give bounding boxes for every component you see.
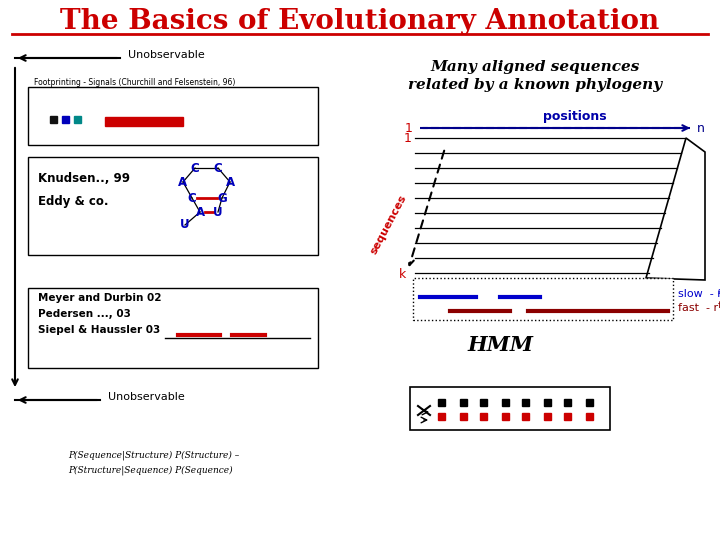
Bar bbox=[544, 413, 551, 420]
Text: U: U bbox=[213, 206, 222, 219]
Text: slow  - r: slow - r bbox=[678, 289, 720, 299]
FancyBboxPatch shape bbox=[28, 157, 318, 255]
Text: P(Structure|Sequence) P(Sequence): P(Structure|Sequence) P(Sequence) bbox=[68, 465, 233, 475]
Bar bbox=[105, 117, 183, 126]
Text: 1: 1 bbox=[404, 132, 412, 145]
FancyBboxPatch shape bbox=[413, 278, 673, 320]
Text: C: C bbox=[191, 161, 199, 174]
Text: related by a known phylogeny: related by a known phylogeny bbox=[408, 78, 662, 92]
Bar bbox=[460, 399, 467, 406]
Text: G: G bbox=[217, 192, 227, 205]
FancyBboxPatch shape bbox=[410, 387, 610, 430]
Bar bbox=[480, 399, 487, 406]
Text: Footprinting - Signals (Churchill and Felsenstein, 96): Footprinting - Signals (Churchill and Fe… bbox=[34, 78, 235, 87]
Bar bbox=[438, 413, 445, 420]
Text: n: n bbox=[697, 123, 705, 136]
Text: k: k bbox=[399, 268, 406, 281]
Text: U: U bbox=[180, 219, 190, 232]
Text: fast  - r: fast - r bbox=[678, 303, 718, 313]
Text: Knudsen.., 99: Knudsen.., 99 bbox=[38, 172, 130, 185]
Text: A: A bbox=[225, 176, 235, 188]
Text: 1: 1 bbox=[405, 123, 413, 136]
FancyBboxPatch shape bbox=[28, 87, 318, 145]
Bar bbox=[564, 413, 571, 420]
Text: Siepel & Haussler 03: Siepel & Haussler 03 bbox=[38, 325, 161, 335]
Text: Unobservable: Unobservable bbox=[128, 50, 204, 60]
Bar bbox=[438, 399, 445, 406]
Bar bbox=[586, 413, 593, 420]
Bar bbox=[50, 116, 57, 123]
Bar bbox=[502, 399, 509, 406]
Text: A: A bbox=[179, 176, 188, 188]
Bar bbox=[544, 399, 551, 406]
Bar bbox=[522, 413, 529, 420]
FancyBboxPatch shape bbox=[28, 288, 318, 368]
Text: C: C bbox=[214, 161, 222, 174]
Bar bbox=[74, 116, 81, 123]
Bar bbox=[522, 399, 529, 406]
Bar bbox=[480, 413, 487, 420]
Bar bbox=[460, 413, 467, 420]
Bar bbox=[564, 399, 571, 406]
Text: The Basics of Evolutionary Annotation: The Basics of Evolutionary Annotation bbox=[60, 8, 660, 35]
Text: C: C bbox=[188, 192, 197, 205]
Text: HMM: HMM bbox=[467, 335, 533, 355]
Text: sequences: sequences bbox=[368, 193, 408, 256]
Text: Meyer and Durbin 02: Meyer and Durbin 02 bbox=[38, 293, 161, 303]
Text: A: A bbox=[195, 206, 204, 219]
Text: Unobservable: Unobservable bbox=[108, 392, 185, 402]
Text: Eddy & co.: Eddy & co. bbox=[38, 195, 109, 208]
Text: Many aligned sequences: Many aligned sequences bbox=[431, 60, 639, 74]
Bar bbox=[586, 399, 593, 406]
Text: s: s bbox=[718, 287, 720, 295]
Text: P(Sequence|Structure) P(Structure) –: P(Sequence|Structure) P(Structure) – bbox=[68, 450, 239, 460]
Bar bbox=[502, 413, 509, 420]
Text: Pedersen ..., 03: Pedersen ..., 03 bbox=[38, 309, 131, 319]
Text: f: f bbox=[718, 300, 720, 309]
Text: positions: positions bbox=[543, 110, 607, 123]
Bar bbox=[62, 116, 69, 123]
